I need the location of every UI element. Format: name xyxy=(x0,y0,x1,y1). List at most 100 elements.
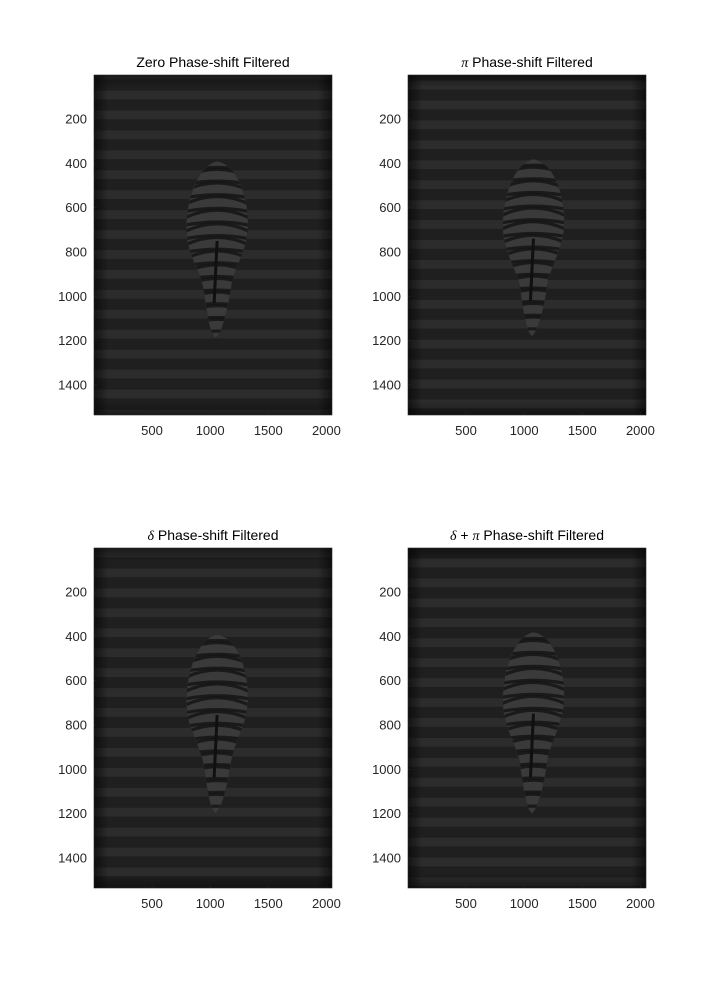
x-tick-label: 2000 xyxy=(312,896,341,911)
object-outline xyxy=(502,631,565,814)
fringe-band xyxy=(408,937,646,946)
x-tick-label: 2000 xyxy=(626,423,655,438)
image-area xyxy=(408,75,646,468)
y-tick-label: 1000 xyxy=(372,289,401,304)
title-text: Phase-shift Filtered xyxy=(480,527,605,543)
object-stripe xyxy=(186,234,249,241)
y-tick-label: 1400 xyxy=(58,377,87,392)
object-stripe xyxy=(186,680,249,688)
y-tick-label: 400 xyxy=(379,629,401,644)
fringe-band xyxy=(94,449,332,458)
y-tick-label: 400 xyxy=(65,156,87,171)
object-stripe xyxy=(502,678,565,686)
y-tick-label: 800 xyxy=(65,244,87,259)
chart-title: Zero Phase-shift Filtered xyxy=(136,54,289,70)
y-tick-label: 1200 xyxy=(372,806,401,821)
fringe-band xyxy=(94,927,332,936)
object-stripe xyxy=(502,206,565,218)
object-stripe xyxy=(502,192,565,205)
object-stripe xyxy=(186,668,249,680)
y-tick-label: 200 xyxy=(379,112,401,127)
object-stripe xyxy=(502,692,565,700)
x-tick-label: 1500 xyxy=(254,423,283,438)
x-tick-label: 500 xyxy=(141,896,163,911)
object-stripe xyxy=(186,682,249,694)
object-stripe xyxy=(502,706,565,714)
axes-box xyxy=(93,74,333,416)
title-text: Phase-shift Filtered xyxy=(468,54,593,70)
object-stripe xyxy=(502,220,565,232)
y-tick-label: 800 xyxy=(379,244,401,259)
object-stripe xyxy=(502,233,565,246)
object-stripe xyxy=(502,231,565,239)
x-tick-label: 500 xyxy=(455,423,477,438)
title-text: Zero Phase-shift Filtered xyxy=(136,54,289,70)
chart-title: δ + π Phase-shift Filtered xyxy=(450,527,604,544)
image-area xyxy=(94,75,332,458)
x-tick-label: 1500 xyxy=(254,896,283,911)
object-ridge xyxy=(528,713,535,778)
x-tick-label: 1000 xyxy=(196,423,225,438)
object-stripe xyxy=(502,204,565,212)
fringe-band xyxy=(408,917,646,926)
fringe-band xyxy=(408,459,646,468)
fringe-band xyxy=(408,439,646,448)
chart-title: π Phase-shift Filtered xyxy=(461,54,593,71)
object-stripe xyxy=(502,694,565,707)
y-tick-label: 1400 xyxy=(372,850,401,865)
object-stripe xyxy=(186,208,249,221)
x-tick-label: 1000 xyxy=(510,896,539,911)
x-tick-label: 1000 xyxy=(510,423,539,438)
x-tick-label: 500 xyxy=(141,423,163,438)
object-stripe xyxy=(186,222,249,234)
image-area xyxy=(94,548,332,936)
y-tick-label: 1400 xyxy=(58,850,87,865)
y-tick-label: 800 xyxy=(65,717,87,732)
y-tick-label: 200 xyxy=(65,585,87,600)
x-tick-label: 2000 xyxy=(626,896,655,911)
axes-box xyxy=(407,74,647,416)
object-stripe xyxy=(186,220,249,228)
object-stripe xyxy=(502,666,565,679)
chart-title: δ Phase-shift Filtered xyxy=(147,527,278,544)
object-stripe xyxy=(502,680,565,693)
object-stripe xyxy=(186,709,249,722)
y-tick-label: 1400 xyxy=(372,377,401,392)
y-tick-label: 400 xyxy=(379,156,401,171)
y-tick-label: 600 xyxy=(379,200,401,215)
title-symbol: π xyxy=(472,529,480,544)
y-tick-label: 600 xyxy=(65,673,87,688)
object-stripe xyxy=(186,235,249,248)
fringe-band xyxy=(94,887,332,888)
object-stripe xyxy=(186,696,249,708)
axes-box xyxy=(407,547,647,889)
title-symbol: π xyxy=(461,56,469,71)
y-tick-label: 1200 xyxy=(58,806,87,821)
y-tick-label: 400 xyxy=(65,629,87,644)
object-ridge xyxy=(528,238,535,301)
y-tick-label: 1200 xyxy=(58,333,87,348)
image-area xyxy=(408,548,646,946)
axes-box xyxy=(93,547,333,889)
object-stripe xyxy=(502,708,565,721)
subplot-4: 500 1000 1500 2000 200 400 600 800 1000 1200 1400 δ… xyxy=(372,527,655,946)
y-tick-label: 200 xyxy=(65,112,87,127)
x-tick-label: 500 xyxy=(455,896,477,911)
object-stripe xyxy=(186,694,249,701)
y-tick-label: 200 xyxy=(379,585,401,600)
object-stripe xyxy=(186,195,249,207)
y-tick-label: 800 xyxy=(379,717,401,732)
y-tick-label: 1200 xyxy=(372,333,401,348)
y-tick-label: 600 xyxy=(65,200,87,215)
title-symbol: δ xyxy=(147,529,154,544)
y-tick-label: 1000 xyxy=(58,762,87,777)
title-text: + xyxy=(457,527,473,543)
x-tick-label: 1500 xyxy=(568,423,597,438)
object-stripe xyxy=(186,206,249,214)
subplot-2: 500 1000 1500 2000 200 400 600 800 1000 1200 1400 π… xyxy=(372,54,655,468)
y-tick-label: 600 xyxy=(379,673,401,688)
subplot-1: 500 1000 1500 2000 200 400 600 800 1000 1200 1400 Z… xyxy=(58,54,341,458)
object-ridge xyxy=(212,240,219,303)
x-tick-label: 2000 xyxy=(312,423,341,438)
